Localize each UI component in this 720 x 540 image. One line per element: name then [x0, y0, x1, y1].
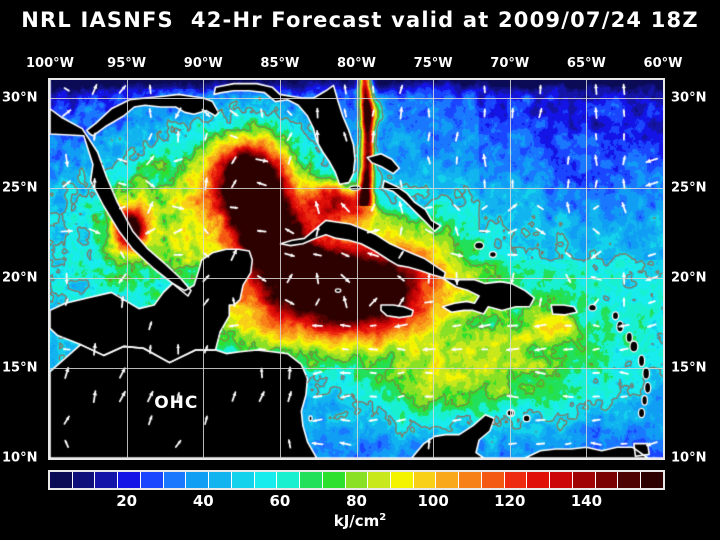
colorbar-swatch [436, 472, 460, 488]
colorbar-tick-label: 140 [570, 492, 603, 510]
colorbar-tick-label: 20 [116, 492, 138, 510]
lat-tick-label-right: 20°N [671, 270, 707, 286]
colorbar-tick-label: 60 [269, 492, 291, 510]
colorbar-swatch [50, 472, 73, 488]
lon-tick-label: 75°W [413, 56, 453, 71]
colorbar-swatch [368, 472, 392, 488]
colorbar-swatch [504, 472, 528, 488]
gridline-lon [203, 80, 205, 458]
lat-tick-label-right: 15°N [671, 360, 707, 376]
ohc-field-annotation: OHC [154, 393, 199, 414]
lat-tick-label-left: 10°N [2, 450, 38, 466]
colorbar-swatch [118, 472, 141, 488]
colorbar-swatch [481, 472, 505, 488]
gridline-lon [509, 80, 511, 458]
lon-tick-label: 80°W [337, 56, 376, 71]
gridline-lon [126, 80, 128, 458]
gridline-lon [586, 80, 588, 458]
lon-tick-label: 90°W [183, 56, 223, 71]
colorbar-tick-label: 80 [346, 492, 367, 510]
colorbar-swatch [300, 472, 323, 488]
page-title: NRL IASNFS 42-Hr Forecast valid at 2009/… [21, 8, 699, 32]
colorbar-swatch [459, 472, 482, 488]
lat-tick-label-left: 15°N [2, 360, 38, 376]
colorbar-swatch [209, 472, 232, 488]
lat-tick-label-left: 20°N [2, 270, 38, 286]
colorbar-tick-label: 120 [494, 492, 526, 510]
gridline-lon [356, 80, 358, 458]
colorbar-swatch [413, 472, 437, 488]
colorbar-swatch [231, 472, 255, 488]
lat-tick-label-left: 30°N [2, 90, 38, 106]
colorbar-swatch [618, 472, 642, 488]
colorbar-swatch [163, 472, 187, 488]
colorbar-swatch [140, 472, 164, 488]
lon-tick-label: 65°W [566, 56, 606, 71]
colorbar-swatch [72, 472, 96, 488]
lat-tick-label-right: 25°N [671, 180, 707, 196]
colorbar-swatch [322, 472, 346, 488]
colorbar-swatch [254, 472, 278, 488]
colorbar-tick-label: 100 [417, 492, 449, 510]
colorbar-swatch [527, 472, 551, 488]
lon-tick-label: 95°W [107, 56, 147, 71]
colorbar-swatch [391, 472, 414, 488]
lat-tick-label-right: 10°N [671, 450, 707, 466]
lon-tick-label: 70°W [490, 56, 530, 71]
gridline-lon [433, 80, 435, 458]
colorbar-unit-exponent: 2 [379, 512, 387, 523]
colorbar-swatch [345, 472, 369, 488]
colorbar-swatch [95, 472, 119, 488]
colorbar-swatch [641, 472, 663, 488]
colorbar-unit-label: kJ/cm2 [0, 512, 720, 530]
lat-tick-label-right: 30°N [671, 90, 707, 106]
colorbar-swatch [277, 472, 301, 488]
colorbar-swatch [572, 472, 596, 488]
colorbar-swatch [186, 472, 210, 488]
map-plot-frame: OHC [48, 78, 665, 460]
lon-tick-label: 100°W [26, 56, 74, 71]
colorbar-tick-label: 40 [192, 492, 214, 510]
colorbar-swatch [550, 472, 573, 488]
lon-tick-label: 85°W [260, 56, 300, 71]
lat-tick-label-left: 25°N [2, 180, 38, 196]
gridline-lon [279, 80, 281, 458]
colorbar-swatch [595, 472, 619, 488]
lon-tick-label: 60°W [643, 56, 683, 71]
colorbar-unit-text: kJ/cm [333, 512, 380, 530]
colorbar [48, 470, 665, 490]
